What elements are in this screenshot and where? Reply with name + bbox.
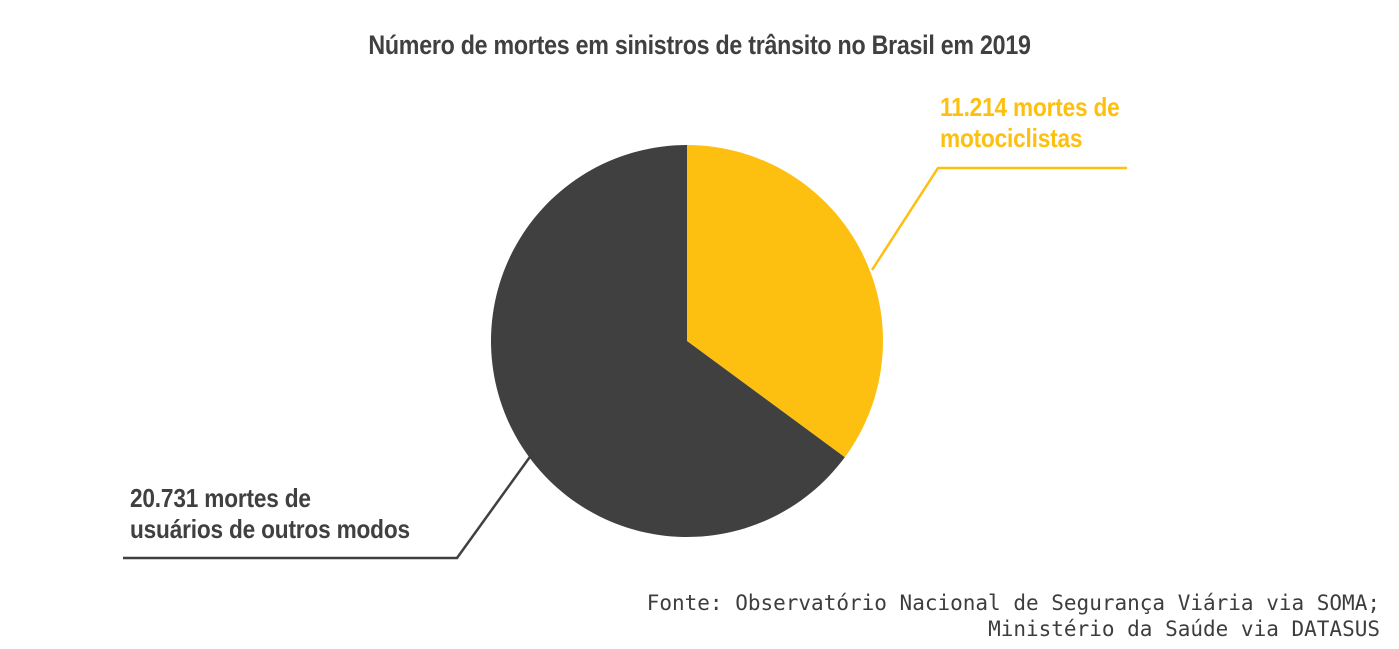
source-note-line2: Ministério da Saúde via DATASUS: [988, 617, 1380, 641]
pie-callout-label-others: 20.731 mortes de usuários de outros modo…: [130, 483, 410, 545]
callout-label-others-line2: usuários de outros modos: [130, 514, 410, 544]
callout-label-motorcyclists-line1: 11.214 mortes de: [940, 92, 1120, 122]
pie-callout-label-motorcyclists: 11.214 mortes de motociclistas: [940, 92, 1120, 154]
pie-slice-motorcyclists: [687, 145, 883, 458]
callout-label-others-line1: 20.731 mortes de: [130, 483, 311, 513]
source-note-line1: Fonte: Observatório Nacional de Seguranç…: [646, 591, 1380, 615]
chart-title: Número de mortes em sinistros de trânsit…: [368, 30, 1031, 60]
callout-line-others: [123, 453, 534, 560]
callout-label-motorcyclists-line2: motociclistas: [940, 123, 1083, 153]
callout-line-motorcyclists: [870, 166, 1127, 271]
source-note: Fonte: Observatório Nacional de Seguranç…: [647, 590, 1380, 642]
pie-slice-others: [490, 145, 845, 537]
